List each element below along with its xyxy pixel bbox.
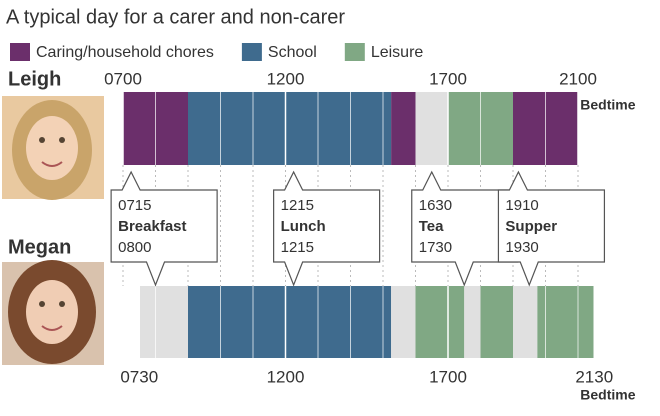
legend-swatch — [10, 43, 30, 61]
segment — [464, 286, 481, 358]
segment — [139, 286, 188, 358]
x-tick-label: 1200 — [267, 69, 305, 88]
legend-label: School — [268, 44, 317, 61]
callout-megan-time: 1930 — [505, 239, 538, 256]
callout-box — [497, 170, 606, 287]
x-tick-label: 2100 — [559, 69, 597, 88]
segment — [188, 286, 392, 358]
segment — [391, 286, 416, 358]
segment — [391, 92, 416, 165]
segment — [415, 286, 465, 358]
legend-swatch — [344, 43, 365, 61]
callout-megan-time: 1730 — [419, 239, 452, 256]
legend-swatch — [241, 43, 262, 61]
x-tick-label: 1700 — [429, 69, 467, 88]
segment — [513, 286, 538, 358]
callout-box — [273, 170, 381, 287]
x-tick-label: 1700 — [429, 367, 467, 386]
segment — [537, 286, 595, 358]
segment — [188, 92, 392, 165]
row-name: Megan — [8, 236, 71, 258]
x-tick-label: 1200 — [267, 367, 305, 386]
legend-label: Caring/household chores — [36, 44, 214, 61]
chart-title: A typical day for a carer and non-carer — [6, 6, 345, 28]
x-tick-label: 0700 — [104, 69, 142, 88]
callout-leigh-time: 1910 — [505, 197, 538, 214]
legend-label: Leisure — [371, 44, 424, 61]
callout-label: Supper — [505, 218, 557, 235]
megan-photo — [2, 260, 104, 365]
callout-label: Tea — [419, 218, 444, 235]
bedtime-note: Bedtime — [580, 387, 635, 403]
x-tick-label: 0730 — [120, 367, 158, 386]
leigh-photo — [2, 96, 104, 200]
callout-megan-time: 0800 — [118, 239, 151, 256]
callout-leigh-time: 1215 — [281, 197, 314, 214]
callout-box — [110, 170, 218, 287]
callout-label: Breakfast — [118, 218, 186, 235]
callout-leigh-time: 0715 — [118, 197, 151, 214]
x-tick-label: 2130 — [575, 367, 613, 386]
callout-label: Lunch — [281, 218, 326, 235]
segment — [480, 286, 513, 358]
callout-megan-time: 1215 — [281, 239, 314, 256]
callout-leigh-time: 1630 — [419, 197, 452, 214]
bedtime-note: Bedtime — [580, 97, 635, 113]
row-name: Leigh — [8, 68, 61, 90]
segment — [415, 92, 448, 165]
